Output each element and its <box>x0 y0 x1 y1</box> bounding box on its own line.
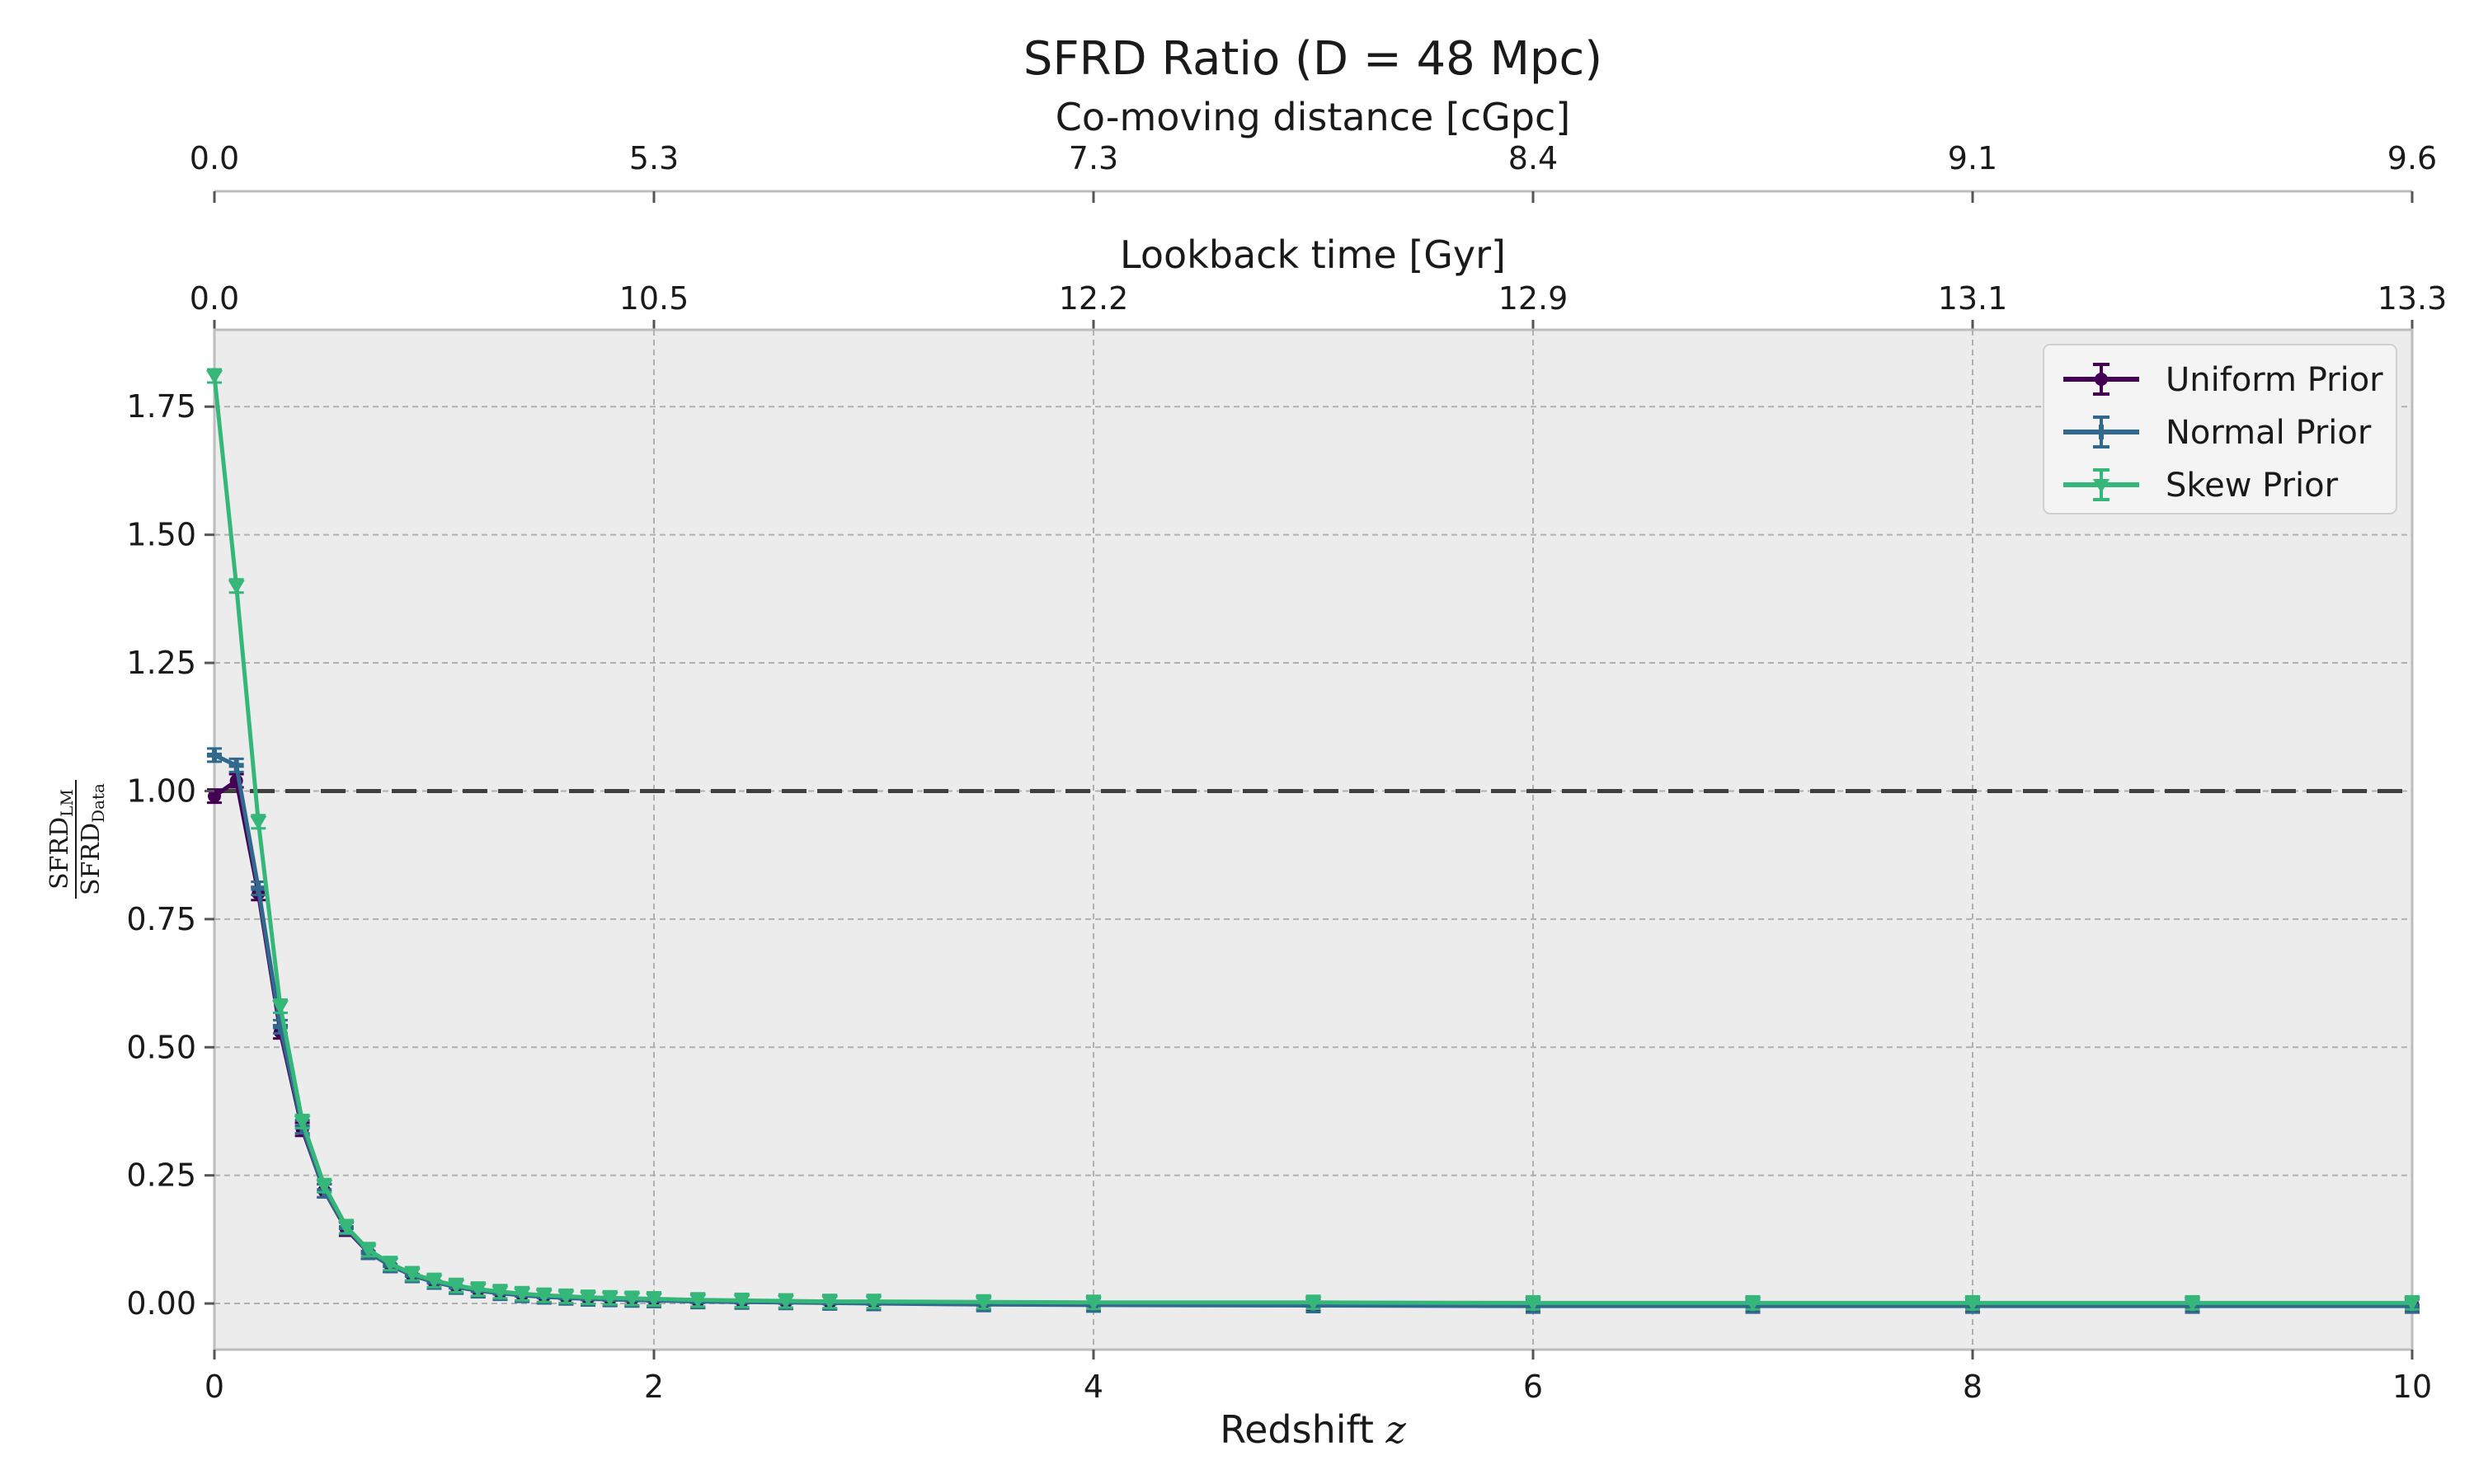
legend: Uniform Prior Normal Prior Skew Prior <box>2043 344 2397 514</box>
comoving-tick-label: 8.4 <box>1508 140 1558 176</box>
lookback-tick-label: 13.3 <box>2378 280 2448 317</box>
x-axis-label: Redshift z <box>1220 1407 1406 1452</box>
y-label-numerator-text: SFRD <box>45 817 74 890</box>
data-point <box>535 1289 553 1304</box>
data-point <box>646 1293 662 1308</box>
x-axis-variable: z <box>1385 1407 1407 1452</box>
data-point <box>2184 1297 2201 1312</box>
data-point <box>206 369 223 384</box>
data-point <box>1964 1297 1981 1312</box>
y-axis-ticks: 0.00 0.25 0.50 0.75 1.00 1.25 1.50 1.75 <box>126 388 214 1322</box>
data-point <box>403 1268 421 1283</box>
data-point <box>733 1294 750 1309</box>
x-axis-ticks: 0 2 4 6 8 10 <box>205 1350 2432 1405</box>
y-tick-label: 0.25 <box>126 1158 196 1194</box>
y-axis-label: SFRDLM SFRDData <box>45 780 108 899</box>
lookback-tick-label: 10.5 <box>619 280 689 317</box>
data-point <box>337 1220 355 1235</box>
legend-marker <box>2094 425 2109 439</box>
data-point <box>514 1288 531 1303</box>
data-point <box>777 1294 794 1309</box>
data-point <box>228 758 244 773</box>
data-point <box>492 1285 509 1300</box>
data-point <box>382 1257 399 1272</box>
data-point <box>1525 1297 1541 1312</box>
y-tick-label: 1.50 <box>126 517 196 553</box>
data-point <box>557 1290 575 1305</box>
data-point <box>975 1296 992 1311</box>
data-point <box>360 1243 377 1258</box>
legend-label: Normal Prior <box>2166 414 2372 452</box>
legend-items: Uniform Prior Normal Prior Skew Prior <box>2063 361 2383 505</box>
y-label-denominator-text: SFRD <box>77 823 106 895</box>
data-point <box>448 1280 465 1294</box>
lookback-tick-label: 12.9 <box>1498 280 1569 317</box>
comoving-tick-label: 5.3 <box>629 140 679 176</box>
y-label-denominator: SFRDData <box>77 783 108 895</box>
data-point <box>208 789 221 803</box>
data-point <box>689 1294 707 1308</box>
data-point <box>623 1292 641 1307</box>
data-point <box>821 1295 839 1310</box>
series-line <box>212 375 2412 1305</box>
x-tick-label: 2 <box>644 1369 664 1405</box>
y-label-numerator: SFRDLM <box>45 789 77 890</box>
data-point <box>207 747 222 763</box>
data-point <box>1085 1296 1102 1311</box>
legend-marker <box>2095 373 2108 386</box>
x-tick-label: 0 <box>205 1369 224 1405</box>
data-point <box>1744 1297 1761 1312</box>
y-label-numerator-sub: LM <box>57 789 77 817</box>
data-point <box>316 1180 333 1195</box>
data-point <box>271 1000 289 1015</box>
y-tick-label: 0.50 <box>126 1029 196 1065</box>
y-tick-label: 1.00 <box>126 773 196 809</box>
chart-title: SFRD Ratio (D = 48 Mpc) <box>1023 32 1602 86</box>
data-point <box>1305 1296 1322 1311</box>
data-point <box>251 881 266 896</box>
lookback-tick-label: 0.0 <box>190 280 239 317</box>
x-tick-label: 6 <box>1523 1369 1543 1405</box>
series-layer <box>206 368 2420 1314</box>
comoving-tick-label: 7.3 <box>1069 140 1118 176</box>
data-point <box>601 1292 618 1307</box>
legend-label: Uniform Prior <box>2166 361 2383 399</box>
data-point <box>580 1291 597 1306</box>
legend-marker <box>2093 479 2109 493</box>
legend-item-normal-prior: Normal Prior <box>2063 414 2372 452</box>
y-tick-label: 1.75 <box>126 388 196 425</box>
data-point <box>2404 1297 2420 1312</box>
y-tick-label: 0.75 <box>126 901 196 937</box>
x-tick-label: 10 <box>2392 1369 2432 1405</box>
lookback-tick-label: 12.2 <box>1059 280 1129 317</box>
lookback-tick-label: 13.1 <box>1938 280 2008 317</box>
comoving-distance-ticks: 0.0 5.3 7.3 8.4 9.1 9.6 <box>190 140 2437 203</box>
comoving-tick-label: 9.6 <box>2387 140 2437 176</box>
y-label-denominator-sub: Data <box>88 783 108 823</box>
comoving-tick-label: 0.0 <box>190 140 239 176</box>
x-tick-label: 8 <box>1963 1369 1982 1405</box>
legend-item-skew-prior: Skew Prior <box>2063 467 2339 505</box>
series-skew-prior <box>206 368 2420 1312</box>
data-point <box>250 815 267 830</box>
comoving-tick-label: 9.1 <box>1948 140 1997 176</box>
data-point <box>865 1295 882 1310</box>
legend-box <box>2043 344 2397 514</box>
lookback-time-ticks: 0.0 10.5 12.2 12.9 13.1 13.3 <box>190 280 2448 330</box>
x-tick-label: 4 <box>1084 1369 1103 1405</box>
data-point <box>426 1275 443 1289</box>
data-point <box>228 580 245 594</box>
data-point <box>294 1115 311 1130</box>
data-point <box>469 1283 487 1298</box>
y-tick-label: 0.00 <box>126 1285 196 1322</box>
x-axis-label-text: Redshift <box>1220 1407 1374 1452</box>
legend-label: Skew Prior <box>2166 467 2339 505</box>
comoving-distance-axis-label: Co-moving distance [cGpc] <box>1056 95 1571 139</box>
legend-item-uniform-prior: Uniform Prior <box>2063 361 2383 399</box>
y-tick-label: 1.25 <box>126 645 196 681</box>
lookback-time-axis-label: Lookback time [Gyr] <box>1120 232 1506 277</box>
